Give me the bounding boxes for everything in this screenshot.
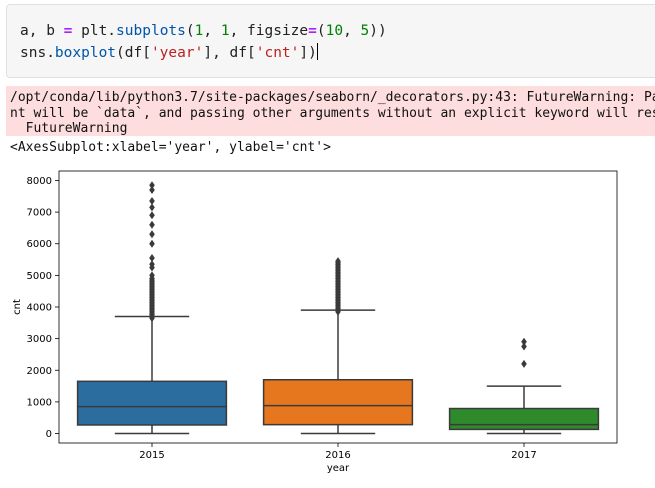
stderr-output: /opt/conda/lib/python3.7/site-packages/s… xyxy=(6,86,655,136)
y-tick-label: 2000 xyxy=(27,366,52,377)
y-tick-label: 8000 xyxy=(27,176,52,187)
outlier-point xyxy=(149,271,155,280)
stderr-line-1: /opt/conda/lib/python3.7/site-packages/s… xyxy=(10,90,655,105)
text-cursor xyxy=(316,43,318,60)
box-2016 xyxy=(262,378,414,426)
outlier-point xyxy=(149,253,155,262)
outlier-point xyxy=(149,230,155,239)
y-tick-label: 6000 xyxy=(27,239,52,250)
outlier-point xyxy=(149,260,155,269)
outlier-point xyxy=(149,239,155,248)
code-line-2[interactable]: sns.boxplot(df['year'], df['cnt']) xyxy=(20,43,318,61)
outlier-point xyxy=(149,197,155,206)
y-tick-label: 1000 xyxy=(27,397,52,408)
stderr-line-2: nt will be `data`, and passing other arg… xyxy=(10,106,655,121)
output-text: <AxesSubplot:xlabel='year', ylabel='cnt'… xyxy=(10,140,331,155)
stderr-line-3: FutureWarning xyxy=(10,121,128,136)
outlier-point xyxy=(521,342,527,351)
outlier-point xyxy=(149,181,155,190)
outlier-point xyxy=(149,203,155,212)
x-axis-label: year xyxy=(327,463,350,474)
outlier-point xyxy=(521,337,527,346)
box-2017 xyxy=(448,407,600,431)
y-tick-label: 5000 xyxy=(27,271,52,282)
y-tick-label: 4000 xyxy=(27,303,52,314)
x-tick-label: 2016 xyxy=(325,450,350,461)
y-tick-label: 3000 xyxy=(27,334,52,345)
code-line-1[interactable]: a, b = plt.subplots(1, 1, figsize=(10, 5… xyxy=(20,23,387,39)
outlier-point xyxy=(149,185,155,194)
y-tick-label: 0 xyxy=(46,429,52,440)
outlier-point xyxy=(521,359,527,368)
outlier-point xyxy=(149,211,155,220)
y-axis-label: cnt xyxy=(12,299,23,315)
outlier-point xyxy=(149,220,155,229)
x-tick-label: 2015 xyxy=(139,450,164,461)
outlier-point xyxy=(335,257,341,266)
box-2015 xyxy=(76,380,228,426)
y-tick-label: 7000 xyxy=(27,208,52,219)
x-tick-label: 2017 xyxy=(511,450,536,461)
code-cell[interactable] xyxy=(6,4,655,78)
